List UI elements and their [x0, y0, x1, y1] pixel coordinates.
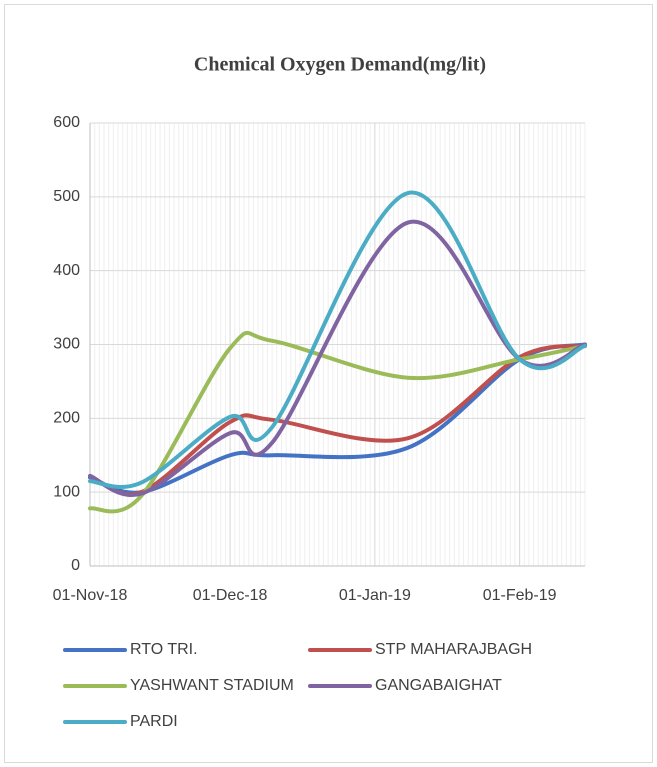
y-tick-label: 300 — [53, 336, 80, 353]
y-tick-label: 400 — [53, 262, 80, 279]
y-tick-label: 0 — [71, 557, 80, 574]
legend-label: RTO TRI. — [130, 641, 198, 658]
y-tick-label: 500 — [53, 188, 80, 205]
chart-title: Chemical Oxygen Demand(mg/lit) — [194, 54, 486, 76]
x-tick-label: 01-Dec-18 — [193, 587, 268, 604]
y-tick-label: 100 — [53, 483, 80, 500]
legend-label: STP MAHARAJBAGH — [375, 641, 532, 658]
legend-label: YASHWANT STADIUM — [130, 677, 294, 694]
y-tick-label: 200 — [53, 410, 80, 427]
x-tick-label: 01-Jan-19 — [339, 587, 411, 604]
series-line — [88, 190, 587, 489]
legend-label: PARDI — [130, 713, 178, 730]
legend-label: GANGABAIGHAT — [375, 677, 502, 694]
y-tick-label: 600 — [53, 114, 80, 131]
x-tick-label: 01-Nov-18 — [53, 587, 128, 604]
x-tick-label: 01-Feb-19 — [483, 587, 557, 604]
